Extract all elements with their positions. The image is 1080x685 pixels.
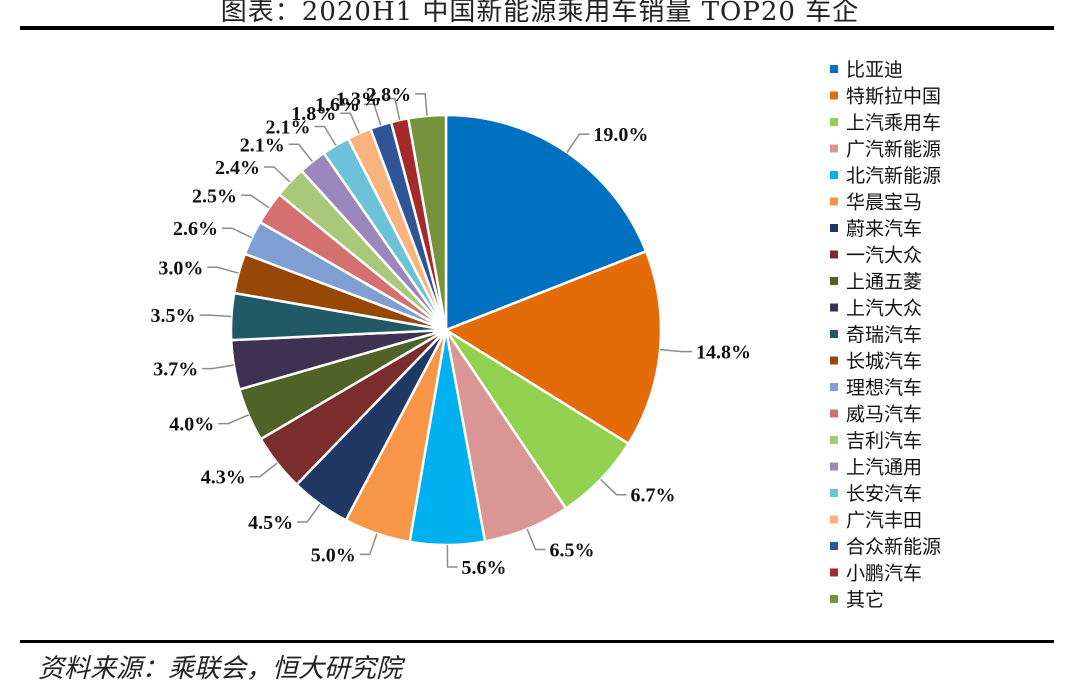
legend-item: 比亚迪 bbox=[846, 59, 903, 81]
legend-item: 理想汽车 bbox=[846, 377, 922, 399]
pie-slice bbox=[443, 249, 663, 446]
legend-item: 上汽通用 bbox=[846, 457, 922, 479]
leader-line bbox=[660, 348, 692, 353]
data-label: 14.8% bbox=[696, 342, 751, 364]
legend-swatch bbox=[830, 515, 838, 524]
legend-item: 威马汽车 bbox=[846, 404, 922, 426]
top-rule bbox=[20, 26, 1054, 30]
data-label: 6.5% bbox=[550, 540, 595, 562]
legend-swatch bbox=[830, 436, 838, 444]
data-label: 4.5% bbox=[248, 512, 293, 534]
pie-chart: 19.0% 14.8% 6.7% 6.5% 5.6% 5.0% 4.5% 4.3% 4.0% 3.… bbox=[151, 59, 942, 611]
leader-line bbox=[526, 528, 546, 551]
legend-item: 广汽丰田 bbox=[846, 510, 922, 532]
pie-slices bbox=[229, 113, 663, 547]
data-label: 1.6% bbox=[315, 94, 360, 116]
legend-swatch bbox=[830, 330, 838, 338]
data-label: 2.1% bbox=[266, 117, 311, 139]
legend-item: 吉利汽车 bbox=[846, 430, 922, 452]
legend-item: 长城汽车 bbox=[846, 351, 922, 373]
legend-item: 其它 bbox=[846, 589, 884, 611]
leader-line bbox=[218, 414, 249, 425]
legend-item: 特斯拉中国 bbox=[846, 86, 941, 108]
legend-swatch bbox=[830, 383, 838, 391]
leader-line bbox=[207, 266, 239, 274]
leader-line bbox=[199, 314, 232, 318]
legend-swatch bbox=[830, 462, 838, 471]
legend-swatch bbox=[830, 171, 838, 179]
legend-swatch bbox=[830, 409, 838, 418]
legend: 比亚迪特斯拉中国上汽乘用车广汽新能源北汽新能源华晨宝马蔚来汽车一汽大众上通五菱上… bbox=[830, 59, 941, 611]
legend-swatch bbox=[830, 489, 838, 497]
leader-line bbox=[364, 103, 382, 126]
leader-line bbox=[384, 97, 401, 121]
pie-labels: 19.0% 14.8% 6.7% 6.5% 5.6% 5.0% 4.5% 4.3% 4.0% 3.… bbox=[151, 84, 752, 579]
data-label: 6.7% bbox=[631, 485, 676, 507]
legend-swatch bbox=[830, 595, 838, 603]
data-label: 3.5% bbox=[151, 305, 196, 327]
chart-title: 图表：2020H1 中国新能源乘用车销量 TOP20 车企 bbox=[220, 0, 860, 27]
leader-line bbox=[446, 544, 458, 568]
legend-swatch bbox=[830, 277, 838, 285]
legend-swatch bbox=[830, 250, 838, 259]
data-label: 19.0% bbox=[593, 124, 648, 146]
leader-line bbox=[288, 143, 313, 162]
leader-line bbox=[222, 227, 253, 239]
legend-swatch bbox=[830, 356, 838, 365]
leader-line bbox=[566, 133, 590, 153]
data-label: 2.5% bbox=[192, 185, 237, 207]
leader-line bbox=[600, 478, 627, 496]
legend-item: 北汽新能源 bbox=[846, 165, 941, 187]
legend-item: 蔚来汽车 bbox=[846, 218, 922, 240]
legend-item: 一汽大众 bbox=[846, 245, 922, 267]
data-label: 1.8% bbox=[291, 103, 336, 125]
legend-item: 上汽大众 bbox=[846, 298, 922, 320]
legend-swatch bbox=[830, 542, 838, 550]
legend-swatch bbox=[830, 118, 838, 126]
leader-line bbox=[340, 112, 360, 134]
legend-item: 广汽新能源 bbox=[846, 139, 941, 161]
pie-slice bbox=[444, 113, 648, 332]
legend-item: 上汽乘用车 bbox=[846, 112, 941, 134]
data-label: 2.8% bbox=[366, 84, 411, 106]
data-label: 1.3% bbox=[336, 89, 381, 111]
leader-line bbox=[314, 125, 337, 146]
legend-swatch bbox=[830, 144, 838, 153]
legend-swatch bbox=[830, 303, 838, 312]
data-label: 5.0% bbox=[311, 544, 356, 566]
leader-line bbox=[249, 462, 278, 478]
data-label: 4.3% bbox=[201, 467, 246, 489]
legend-swatch bbox=[830, 197, 838, 206]
legend-swatch bbox=[830, 568, 838, 577]
leader-line bbox=[297, 503, 321, 523]
legend-swatch bbox=[830, 65, 838, 73]
legend-item: 华晨宝马 bbox=[846, 192, 922, 214]
legend-item: 合众新能源 bbox=[846, 536, 941, 558]
data-label: 3.7% bbox=[153, 359, 198, 381]
source-note: 资料来源：乘联会，恒大研究院 bbox=[38, 654, 403, 684]
leader-line bbox=[359, 533, 378, 556]
leader-line bbox=[264, 166, 291, 183]
legend-swatch bbox=[830, 224, 838, 232]
legend-item: 奇瑞汽车 bbox=[846, 324, 922, 346]
legend-item: 上通五菱 bbox=[846, 271, 922, 293]
legend-item: 长安汽车 bbox=[846, 483, 922, 505]
data-label: 5.6% bbox=[462, 557, 507, 579]
leader-line bbox=[241, 194, 270, 209]
pie-slice bbox=[406, 113, 448, 331]
data-label: 2.4% bbox=[215, 157, 260, 179]
legend-item: 小鹏汽车 bbox=[846, 563, 922, 585]
data-label: 2.1% bbox=[240, 134, 285, 156]
leader-line bbox=[202, 364, 235, 370]
legend-swatch bbox=[830, 91, 838, 100]
data-label: 3.0% bbox=[158, 257, 203, 279]
leader-line bbox=[415, 93, 428, 116]
data-label: 2.6% bbox=[173, 218, 218, 240]
data-label: 4.0% bbox=[169, 414, 214, 436]
bottom-rule bbox=[20, 640, 1054, 643]
